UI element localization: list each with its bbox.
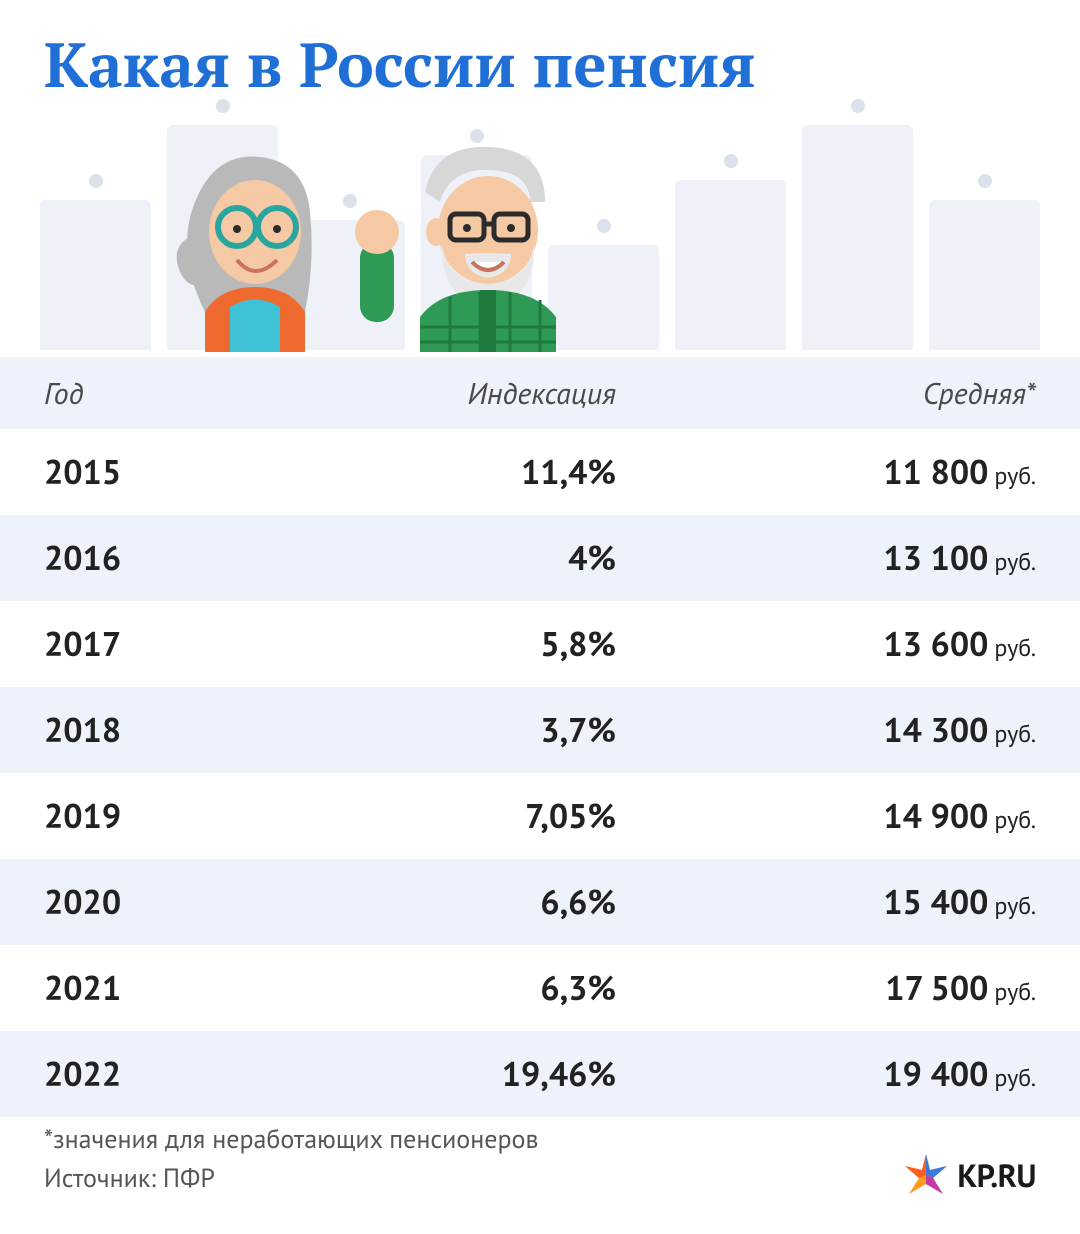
footer: *значения для неработающих пенсионеров И…: [44, 1120, 1036, 1198]
bg-bar: [802, 125, 913, 350]
table-row: 20183,7%14 300руб.: [0, 687, 1080, 773]
table-row: 202219,46%19 400руб.: [0, 1031, 1080, 1117]
cell-indexation: 6,6%: [344, 880, 676, 924]
cell-indexation: 11,4%: [344, 450, 676, 494]
bg-bar-dot: [89, 174, 103, 188]
footnote-line: *значения для неработающих пенсионеров: [44, 1120, 538, 1159]
footnote: *значения для неработающих пенсионеров И…: [44, 1120, 538, 1198]
page-title: Какая в России пенсия: [0, 0, 1080, 97]
cell-average: 13 100руб.: [676, 536, 1036, 580]
cell-indexation: 4%: [344, 536, 676, 580]
cell-year: 2020: [44, 880, 344, 924]
cell-year: 2016: [44, 536, 344, 580]
cell-indexation: 7,05%: [344, 794, 676, 838]
cell-average: 11 800руб.: [676, 450, 1036, 494]
cell-year: 2021: [44, 966, 344, 1010]
cell-average: 13 600руб.: [676, 622, 1036, 666]
table-row: 20206,6%15 400руб.: [0, 859, 1080, 945]
cell-average: 17 500руб.: [676, 966, 1036, 1010]
cell-year: 2015: [44, 450, 344, 494]
cell-indexation: 5,8%: [344, 622, 676, 666]
elderly-man-icon: [355, 147, 556, 352]
cell-year: 2017: [44, 622, 344, 666]
elderly-couple-illustration: [165, 132, 595, 352]
cell-average: 14 900руб.: [676, 794, 1036, 838]
cell-average: 19 400руб.: [676, 1052, 1036, 1096]
cell-average: 15 400руб.: [676, 880, 1036, 924]
table-header: ГодИндексацияСредняя*: [0, 357, 1080, 429]
table-row: 20216,3%17 500руб.: [0, 945, 1080, 1031]
cell-indexation: 19,46%: [344, 1052, 676, 1096]
bg-bar: [675, 180, 786, 350]
bg-bar-dot: [978, 174, 992, 188]
brand-logo: KP.RU: [903, 1152, 1036, 1198]
footnote-source: Источник: ПФР: [44, 1159, 538, 1198]
table-header-cell: Индексация: [344, 374, 676, 413]
pension-table: ГодИндексацияСредняя*201511,4%11 800руб.…: [0, 357, 1080, 1117]
bg-bar-dot: [597, 219, 611, 233]
table-header-cell: Год: [44, 374, 344, 413]
table-row: 20175,8%13 600руб.: [0, 601, 1080, 687]
bg-bar-dot: [724, 154, 738, 168]
brand-star-icon: [903, 1152, 949, 1198]
bg-bar-dot: [216, 99, 230, 113]
cell-year: 2019: [44, 794, 344, 838]
table-row: 20164%13 100руб.: [0, 515, 1080, 601]
table-header-cell: Средняя*: [676, 374, 1036, 413]
bg-bar: [40, 200, 151, 350]
bg-bar: [929, 200, 1040, 350]
cell-indexation: 3,7%: [344, 708, 676, 752]
table-row: 20197,05%14 900руб.: [0, 773, 1080, 859]
table-row: 201511,4%11 800руб.: [0, 429, 1080, 515]
cell-indexation: 6,3%: [344, 966, 676, 1010]
cell-year: 2018: [44, 708, 344, 752]
elderly-woman-icon: [177, 157, 312, 352]
bg-bar-dot: [851, 99, 865, 113]
brand-text: KP.RU: [957, 1154, 1036, 1196]
cell-average: 14 300руб.: [676, 708, 1036, 752]
cell-year: 2022: [44, 1052, 344, 1096]
